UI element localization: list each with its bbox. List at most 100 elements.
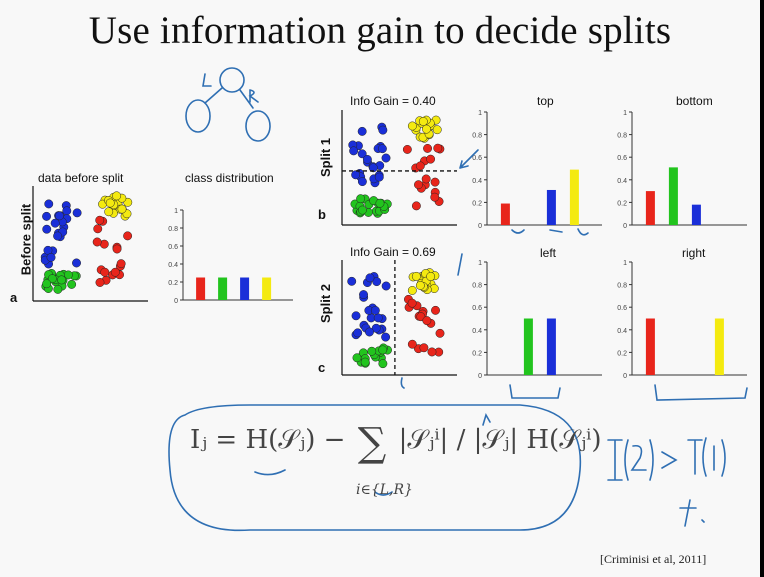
scatter-point — [421, 124, 431, 134]
scatter-point — [372, 277, 382, 287]
tree-letter-r — [248, 89, 259, 103]
scatter-point — [402, 144, 412, 154]
scatter-point — [42, 279, 52, 289]
scatter-point — [44, 199, 54, 209]
y-tick-label: 0 — [623, 373, 627, 380]
scatter-point — [415, 281, 425, 290]
scatter-point — [360, 357, 370, 367]
citation: [Criminisi et al, 2011] — [600, 552, 707, 566]
chart-title-top: top — [537, 94, 554, 108]
scatter-point — [432, 125, 442, 135]
scatter-point — [374, 172, 384, 182]
y-tick-label: 0.2 — [472, 350, 482, 357]
scatter-point — [407, 339, 417, 349]
tree-edge-left — [204, 87, 223, 104]
scatter-point — [100, 267, 110, 277]
chart-title-bottom: bottom — [676, 94, 713, 108]
scatter-point — [57, 275, 67, 285]
scatter-point — [72, 258, 81, 268]
scatter-point — [381, 281, 391, 291]
scatter-point — [407, 286, 417, 295]
scatter-point — [357, 177, 367, 187]
y-tick-label: 0.4 — [617, 328, 627, 335]
scatter-point — [67, 279, 77, 289]
panel-letter-c: c — [318, 360, 326, 375]
scatter-point — [357, 205, 367, 215]
bar-blue — [240, 277, 250, 300]
scatter-point — [95, 215, 105, 225]
scatter-point — [351, 170, 361, 180]
y-tick-label: 0.6 — [472, 155, 482, 162]
y-tick-label: 0.6 — [617, 155, 627, 162]
formula-lhs: Iⱼ = H(𝒮ⱼ) − — [190, 425, 346, 455]
scatter-before-split — [32, 186, 148, 302]
panel-letter-a: a — [10, 290, 18, 305]
y-tick-label: 0.8 — [617, 283, 627, 290]
formula-fraction: |𝒮ⱼⁱ| / |𝒮ⱼ| — [398, 425, 519, 455]
bar-chart-left: 0 0.2 0.4 0.6 0.8 1 — [472, 260, 602, 380]
y-tick-label: 0.4 — [472, 328, 482, 335]
scatter-point — [110, 267, 120, 277]
arrow-to-split1 — [459, 149, 479, 169]
scatter-point — [407, 298, 417, 308]
bar-green — [668, 167, 678, 225]
scatter-point — [407, 121, 417, 131]
y-tick-label: 1 — [623, 110, 627, 117]
scatter-point — [42, 211, 52, 221]
scatter-point — [359, 290, 368, 300]
bar-red — [645, 318, 655, 375]
scatter-point — [104, 207, 114, 217]
scatter-point — [357, 126, 367, 136]
mark-under-split2 — [400, 377, 405, 389]
scatter-point — [370, 306, 380, 315]
y-tick-label: 0.8 — [617, 133, 627, 140]
y-tick-label: 0.6 — [472, 305, 482, 312]
scatter-point — [381, 153, 391, 163]
scatter-point — [72, 208, 82, 218]
scatter-point — [377, 144, 387, 154]
bar-green — [523, 318, 533, 375]
scatter-point — [47, 274, 57, 284]
scatter-point — [53, 231, 63, 241]
bar-blue — [546, 318, 556, 375]
formula-sum-symbol: ∑ — [357, 420, 387, 466]
y-tick-label: 1 — [623, 260, 627, 267]
bar-yellow — [262, 277, 272, 300]
scatter-point — [117, 204, 127, 214]
note-scribble — [679, 499, 705, 527]
scatter-point — [371, 323, 381, 333]
screen-edge — [760, 0, 764, 577]
y-tick-label: 0 — [478, 223, 482, 230]
y-tick-label: 0.2 — [617, 350, 627, 357]
scatter-point — [62, 206, 72, 216]
mark-k — [482, 412, 491, 426]
bracket-right — [654, 384, 748, 401]
tree-letter-l — [202, 73, 212, 87]
scatter-point — [421, 174, 431, 184]
scatter-point — [435, 328, 445, 338]
bar-blue — [546, 189, 556, 225]
scatter-point — [92, 237, 102, 247]
scatter-point — [422, 316, 432, 326]
y-tick-label: 1 — [478, 110, 482, 117]
scatter-point — [95, 278, 105, 287]
scatter-point — [419, 343, 429, 353]
bar-chart-top: 0 0.2 0.4 0.6 0.8 1 — [472, 110, 602, 230]
bar-blue — [691, 204, 701, 225]
scatter-point — [349, 146, 359, 156]
information-gain-formula: Iⱼ = H(𝒮ⱼ) − ∑ |𝒮ⱼⁱ| / |𝒮ⱼ| H(𝒮ⱼⁱ) — [190, 420, 602, 466]
y-tick-label: 0.4 — [617, 178, 627, 185]
scatter-point — [411, 201, 421, 211]
bar-yellow — [714, 318, 724, 375]
scatter-point — [373, 313, 383, 323]
scatter-point — [356, 194, 366, 204]
bar-yellow — [569, 169, 579, 225]
chart-title-class-distribution: class distribution — [185, 171, 274, 185]
scatter-point — [362, 154, 372, 164]
scatter-point — [46, 253, 56, 262]
scatter-point — [365, 273, 375, 283]
underline-h — [254, 469, 286, 476]
note-i2-gt-i1 — [607, 437, 726, 481]
scatter-point — [353, 328, 363, 338]
